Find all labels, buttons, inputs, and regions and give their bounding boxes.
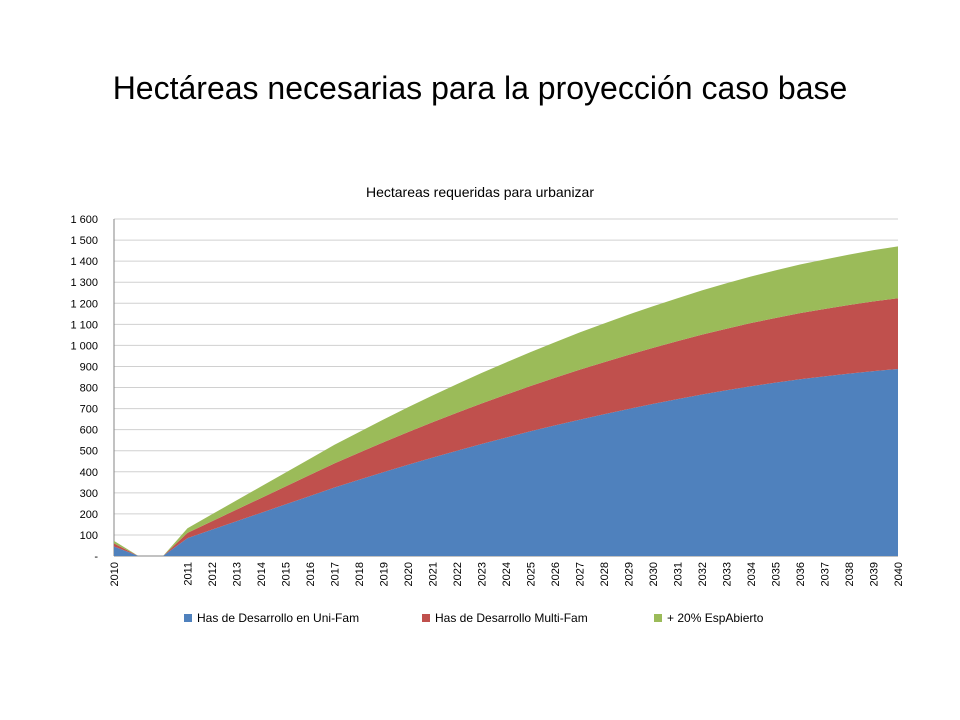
x-tick-label: 2019 — [379, 562, 391, 586]
x-tick-label: 2018 — [354, 562, 366, 586]
x-tick-label: 2032 — [697, 562, 709, 586]
x-tick-label: 2035 — [771, 562, 783, 586]
x-tick-label: 2028 — [599, 562, 611, 586]
x-tick-label: 2026 — [550, 562, 562, 586]
x-tick-label: 2038 — [844, 562, 856, 586]
x-tick-label: 2024 — [501, 562, 513, 586]
y-tick-label: 1 200 — [70, 298, 98, 310]
legend-label: + 20% EspAbierto — [667, 611, 764, 625]
slide-title: Hectáreas necesarias para la proyección … — [112, 70, 848, 106]
x-tick-label: 2036 — [795, 562, 807, 586]
x-tick-label: 2030 — [648, 562, 660, 586]
y-tick-label: 900 — [80, 361, 98, 373]
x-tick-label: 2033 — [722, 562, 734, 586]
x-tick-label: 2023 — [477, 562, 489, 586]
x-tick-label: 2021 — [428, 562, 440, 586]
y-tick-label: - — [94, 551, 98, 563]
legend-swatch — [422, 614, 430, 622]
y-tick-label: 100 — [80, 530, 98, 542]
y-tick-label: 700 — [80, 404, 98, 416]
y-tick-label: 800 — [80, 383, 98, 395]
y-tick-label: 1 300 — [70, 277, 98, 289]
x-tick-label: 2010 — [109, 562, 121, 586]
series-area — [114, 298, 898, 556]
x-tick-label: 2037 — [820, 562, 832, 586]
x-tick-label: 2012 — [207, 562, 219, 586]
series-area — [114, 368, 898, 556]
x-tick-label: 2017 — [330, 562, 342, 586]
legend-label: Has de Desarrollo Multi-Fam — [435, 611, 588, 625]
y-tick-label: 600 — [80, 425, 98, 437]
x-tick-label: 2034 — [746, 562, 758, 586]
x-tick-label: 2039 — [869, 562, 881, 586]
x-axis-ticks: 2010 2011 2012 2013 2014 2015 2016 2017 2018 2019… — [109, 562, 905, 586]
series-areas — [114, 246, 898, 556]
x-tick-label: 2029 — [624, 562, 636, 586]
y-tick-label: 1 600 — [70, 214, 98, 226]
y-tick-label: 1 000 — [70, 340, 98, 352]
chart-title: Hectareas requeridas para urbanizar — [366, 184, 594, 200]
x-tick-label: 2011 — [183, 562, 195, 586]
x-tick-label: 2022 — [452, 562, 464, 586]
y-tick-label: 300 — [80, 488, 98, 500]
y-tick-label: 1 100 — [70, 319, 98, 331]
legend-label: Has de Desarrollo en Uni-Fam — [197, 611, 359, 625]
y-tick-label: 1 400 — [70, 256, 98, 268]
x-tick-label: 2040 — [893, 562, 905, 586]
x-tick-label: 2025 — [526, 562, 538, 586]
x-tick-label: 2031 — [673, 562, 685, 586]
x-tick-label: 2014 — [256, 562, 268, 586]
y-axis-ticks: - 100 200 300 400 500 600 700 800 900 1 000 1 100 1 … — [70, 214, 98, 563]
y-tick-label: 200 — [80, 509, 98, 521]
y-tick-label: 500 — [80, 446, 98, 458]
legend: Has de Desarrollo en Uni-Fam Has de Desar… — [184, 611, 764, 625]
legend-swatch — [654, 614, 662, 622]
x-tick-label: 2027 — [575, 562, 587, 586]
y-tick-label: 400 — [80, 467, 98, 479]
x-tick-label: 2015 — [281, 562, 293, 586]
x-tick-label: 2016 — [305, 562, 317, 586]
legend-swatch — [184, 614, 192, 622]
series-area — [114, 246, 898, 556]
x-tick-label: 2020 — [403, 562, 415, 586]
y-tick-label: 1 500 — [70, 235, 98, 247]
x-tick-label: 2013 — [232, 562, 244, 586]
